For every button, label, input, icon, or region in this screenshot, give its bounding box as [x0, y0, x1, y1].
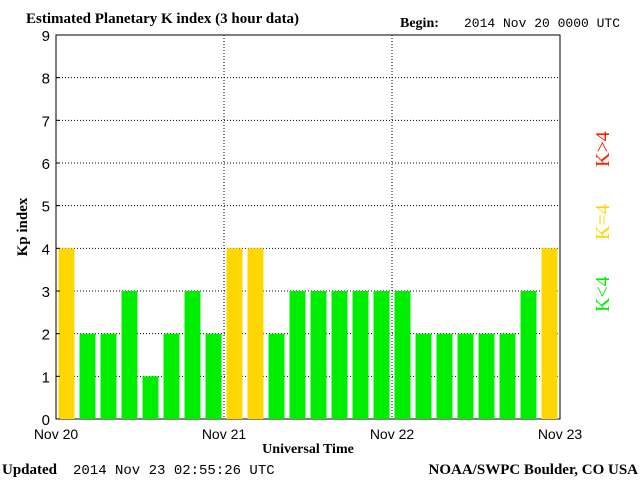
kp-bar: [184, 291, 201, 419]
kp-bar: [79, 333, 96, 419]
y-tick-label: 3: [42, 284, 50, 301]
y-tick-label: 4: [42, 241, 50, 258]
y-tick-label: 2: [42, 327, 50, 344]
updated-label: Updated: [2, 462, 58, 478]
kp-bar: [310, 291, 327, 419]
kp-bar: [100, 333, 117, 419]
kp-bar: [352, 291, 369, 419]
kp-bar: [289, 291, 306, 419]
y-tick-label: 7: [42, 113, 50, 130]
kp-bar: [499, 333, 516, 419]
begin-label: Begin:: [400, 16, 439, 31]
kp-bar: [415, 333, 432, 419]
source-label: NOAA/SWPC Boulder, CO USA: [429, 462, 639, 478]
x-tick-labels: Nov 20 Nov 21 Nov 22 Nov 23: [34, 426, 583, 442]
plot-frame: [55, 34, 561, 420]
x-tick-label: Nov 23: [538, 426, 583, 442]
kp-bar: [121, 291, 138, 419]
legend-equal: K=4: [592, 204, 614, 240]
kp-bar: [478, 333, 495, 419]
kp-bar: [373, 291, 390, 419]
x-tick-label: Nov 22: [370, 426, 415, 442]
legend-above: K>4: [592, 131, 614, 167]
y-tick-label: 8: [42, 71, 50, 88]
kp-bar: [436, 333, 453, 419]
kp-bar: [205, 333, 222, 419]
kp-bar: [58, 248, 75, 419]
kp-bar: [394, 291, 411, 419]
grid-lines: [56, 35, 560, 419]
chart-title: Estimated Planetary K index (3 hour data…: [26, 11, 299, 27]
kp-bar: [247, 248, 264, 419]
y-axis-label: Kp index: [15, 197, 31, 256]
y-tick-label: 6: [42, 156, 50, 173]
x-tick-label: Nov 20: [34, 426, 79, 442]
kp-bar: [331, 291, 348, 419]
x-tick-label: Nov 21: [202, 426, 247, 442]
kp-bar: [163, 333, 180, 419]
updated-value: 2014 Nov 23 02:55:26 UTC: [73, 463, 275, 479]
y-tick-label: 1: [42, 369, 50, 386]
y-tick-label: 9: [42, 28, 50, 45]
y-tick-label: 0: [42, 412, 50, 429]
legend-below: K<4: [592, 276, 614, 312]
kp-bar: [226, 248, 243, 419]
kp-bar: [142, 376, 159, 419]
kp-bar: [520, 291, 537, 419]
y-tick-labels: 0 1 2 3 4 5 6 7 8 9: [42, 28, 60, 429]
y-tick-label: 5: [42, 199, 50, 216]
kp-bar: [457, 333, 474, 419]
kp-bar: [541, 248, 558, 419]
x-axis-label: Universal Time: [262, 442, 354, 457]
begin-value: 2014 Nov 20 0000 UTC: [464, 16, 620, 31]
kp-bar: [268, 333, 285, 419]
bars: [58, 248, 558, 419]
